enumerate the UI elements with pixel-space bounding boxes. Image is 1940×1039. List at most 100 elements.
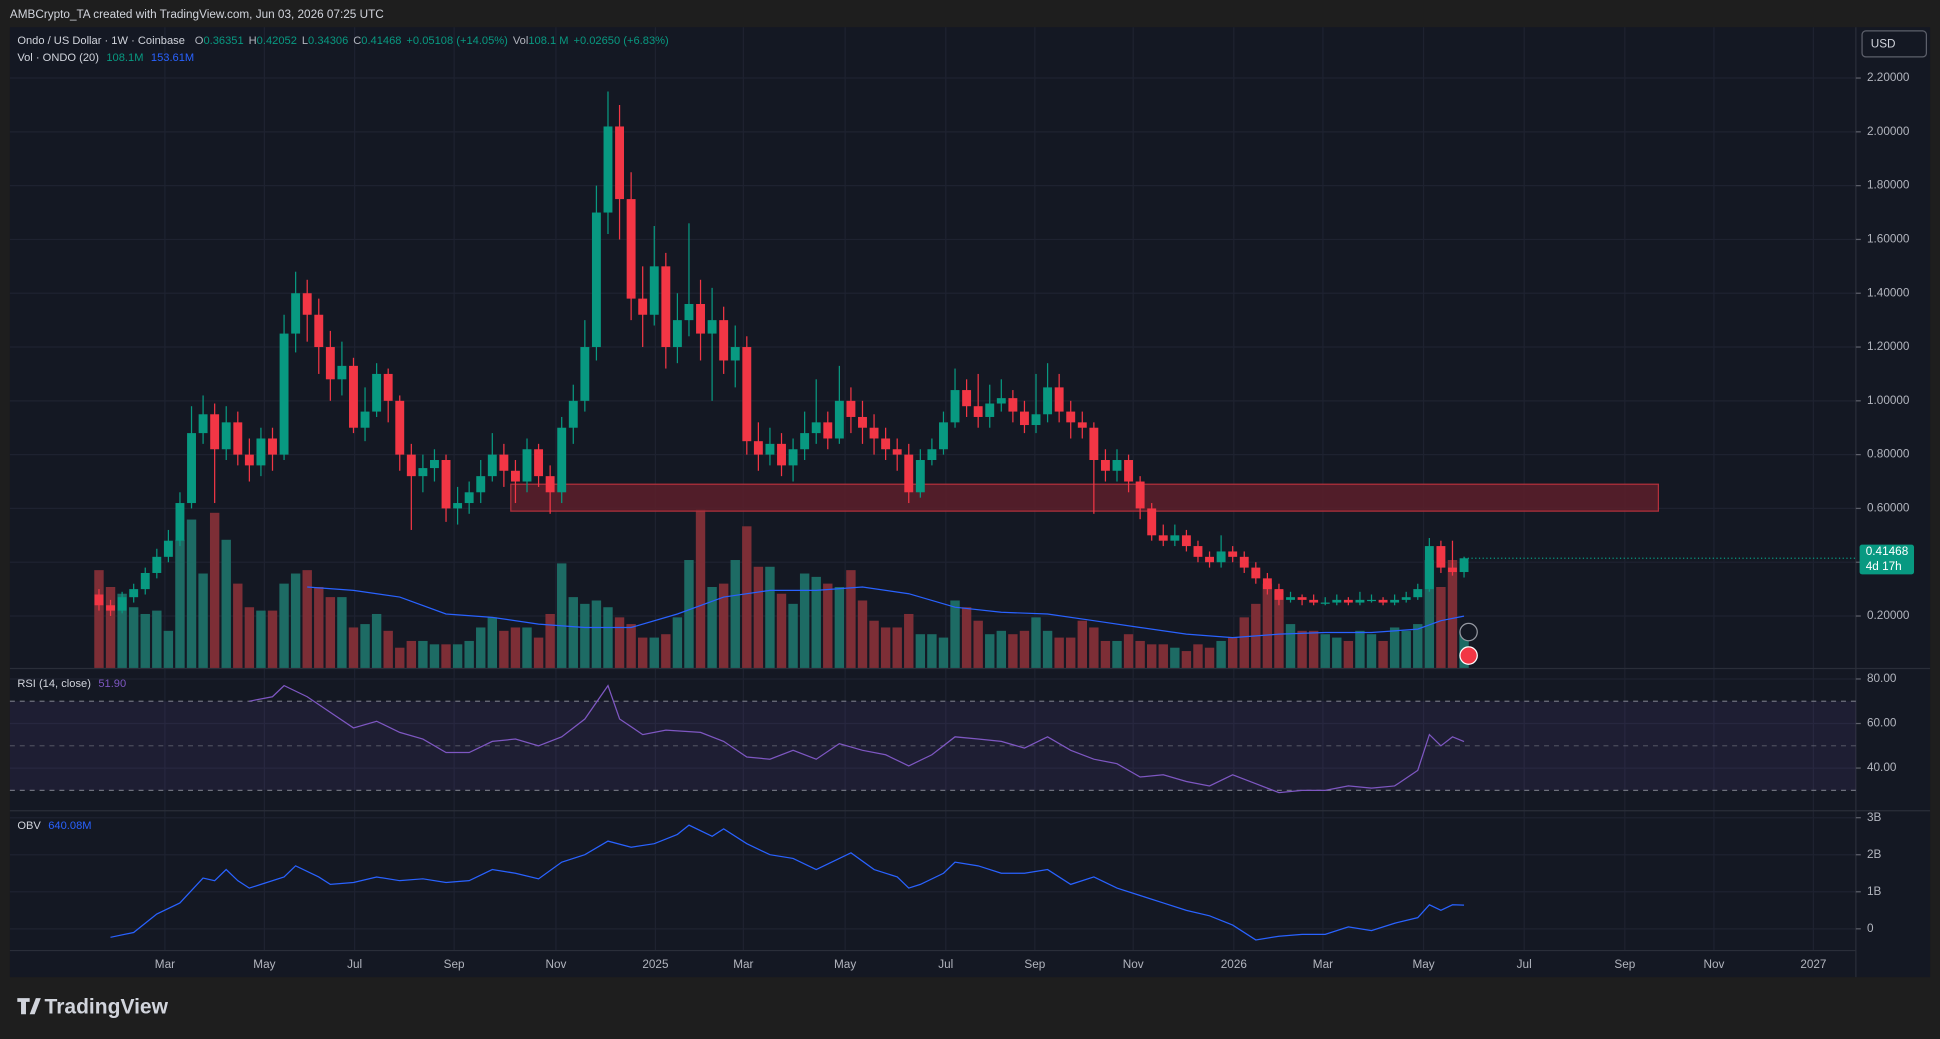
candle-body xyxy=(1459,558,1469,573)
volume-bar xyxy=(1274,590,1284,668)
x-tick-label: 2026 xyxy=(1221,958,1248,971)
volume-bar xyxy=(1008,634,1018,668)
volume-bar xyxy=(672,617,683,668)
volume-bar xyxy=(383,630,393,668)
volume-bar xyxy=(429,644,440,668)
legend: Ondo / US Dollar · 1W · Coinbase O0.36351… xyxy=(17,35,669,47)
y-tick-label: 0.60000 xyxy=(1867,502,1910,515)
volume-bar xyxy=(557,563,567,668)
volume-bar xyxy=(1204,647,1215,668)
candle-body xyxy=(464,492,474,504)
candle-body xyxy=(337,365,347,380)
candle-body xyxy=(441,460,451,509)
y-tick-label: 2B xyxy=(1867,848,1882,861)
volume-bar xyxy=(985,634,995,668)
countdown: 4d 17h xyxy=(1866,560,1902,573)
candle-body xyxy=(950,390,960,423)
volume-bar xyxy=(742,526,752,668)
candle-body xyxy=(233,422,243,455)
currency-label[interactable]: USD xyxy=(1871,38,1896,51)
volume-name: Vol · ONDO (20) xyxy=(17,52,99,64)
volume-bar xyxy=(1089,627,1099,668)
ohlc-label: H xyxy=(249,35,257,47)
volume-bar xyxy=(799,573,810,668)
volume-bar xyxy=(1320,634,1330,668)
x-tick-label: Mar xyxy=(733,958,753,971)
volume-bar xyxy=(348,627,359,668)
candle-body xyxy=(325,347,335,380)
indicator-value: 51.90 xyxy=(98,678,126,690)
candle-body xyxy=(1008,398,1018,412)
brand: TradingView xyxy=(45,996,169,1019)
candle-body xyxy=(510,470,520,482)
y-tick-label: 1.40000 xyxy=(1867,286,1910,299)
volume-bar xyxy=(1308,630,1319,668)
candle-body xyxy=(649,266,659,315)
last-price-label: 0.41468 xyxy=(1866,545,1909,558)
symbol: Ondo / US Dollar · 1W · Coinbase xyxy=(17,35,185,47)
volume-bar xyxy=(857,600,868,668)
volume-bar xyxy=(406,640,417,668)
candle-body xyxy=(106,605,115,611)
candle-body xyxy=(1367,599,1376,602)
volume-bar xyxy=(626,624,636,668)
x-tick-label: Jul xyxy=(347,958,362,971)
candle-body xyxy=(383,373,393,401)
candle-body xyxy=(730,347,740,361)
volume-bar xyxy=(1297,630,1307,668)
y-tick-label: 2.00000 xyxy=(1867,125,1910,138)
y-tick-label: 80.00 xyxy=(1867,672,1897,685)
volume-bar xyxy=(765,566,775,668)
event-icon[interactable] xyxy=(1459,646,1478,665)
currency-button[interactable] xyxy=(1861,30,1928,58)
indicator-legend: OBV 640.08M xyxy=(17,820,91,832)
ohlc-value: 0.34306 xyxy=(308,35,348,47)
volume-bar xyxy=(128,607,139,668)
candle-body xyxy=(1181,535,1191,547)
x-tick-label: May xyxy=(834,958,856,971)
x-tick-label: May xyxy=(1412,958,1434,971)
x-tick-label: Nov xyxy=(1123,958,1144,971)
volume-bar xyxy=(915,634,926,668)
event-icon[interactable] xyxy=(1459,622,1478,642)
volume-bar xyxy=(302,570,312,668)
candle-body xyxy=(210,414,220,450)
volume-bar xyxy=(823,583,833,668)
volume-bar xyxy=(776,593,787,668)
indicator-legend: RSI (14, close) 51.90 xyxy=(17,678,126,690)
candle-body xyxy=(719,320,729,361)
x-tick-label: Mar xyxy=(155,958,175,971)
volume-bar xyxy=(1042,630,1053,668)
candle-body xyxy=(163,540,173,557)
candle-body xyxy=(244,454,254,466)
volume-bar xyxy=(661,634,671,668)
candle-body xyxy=(962,390,972,407)
candle-body xyxy=(1043,387,1053,415)
volume-bar xyxy=(938,637,949,668)
volume-label: Vol xyxy=(513,35,528,47)
candle-body xyxy=(672,320,682,348)
volume-ma-line xyxy=(307,586,1465,639)
candle-body xyxy=(117,597,127,611)
x-tick-label: 2027 xyxy=(1800,958,1826,971)
candle-body xyxy=(1054,387,1064,412)
support-zone xyxy=(510,483,1660,512)
volume-bar xyxy=(1447,560,1458,668)
candle-body xyxy=(476,476,486,493)
candle-body xyxy=(499,454,509,471)
volume-bar xyxy=(811,576,821,668)
volume-bar xyxy=(950,600,960,668)
volume-bar xyxy=(256,610,266,668)
volume-bar xyxy=(487,617,498,668)
volume-bar xyxy=(522,627,532,668)
y-tick-label: 0.80000 xyxy=(1867,448,1910,461)
volume-bar xyxy=(1285,624,1296,668)
candle-body xyxy=(1089,427,1099,461)
candle-body xyxy=(939,422,948,450)
candle-body xyxy=(418,468,428,477)
candle-body xyxy=(811,422,821,434)
volume-bar xyxy=(325,597,336,668)
candle-body xyxy=(892,449,902,455)
x-tick-label: Sep xyxy=(444,958,465,971)
